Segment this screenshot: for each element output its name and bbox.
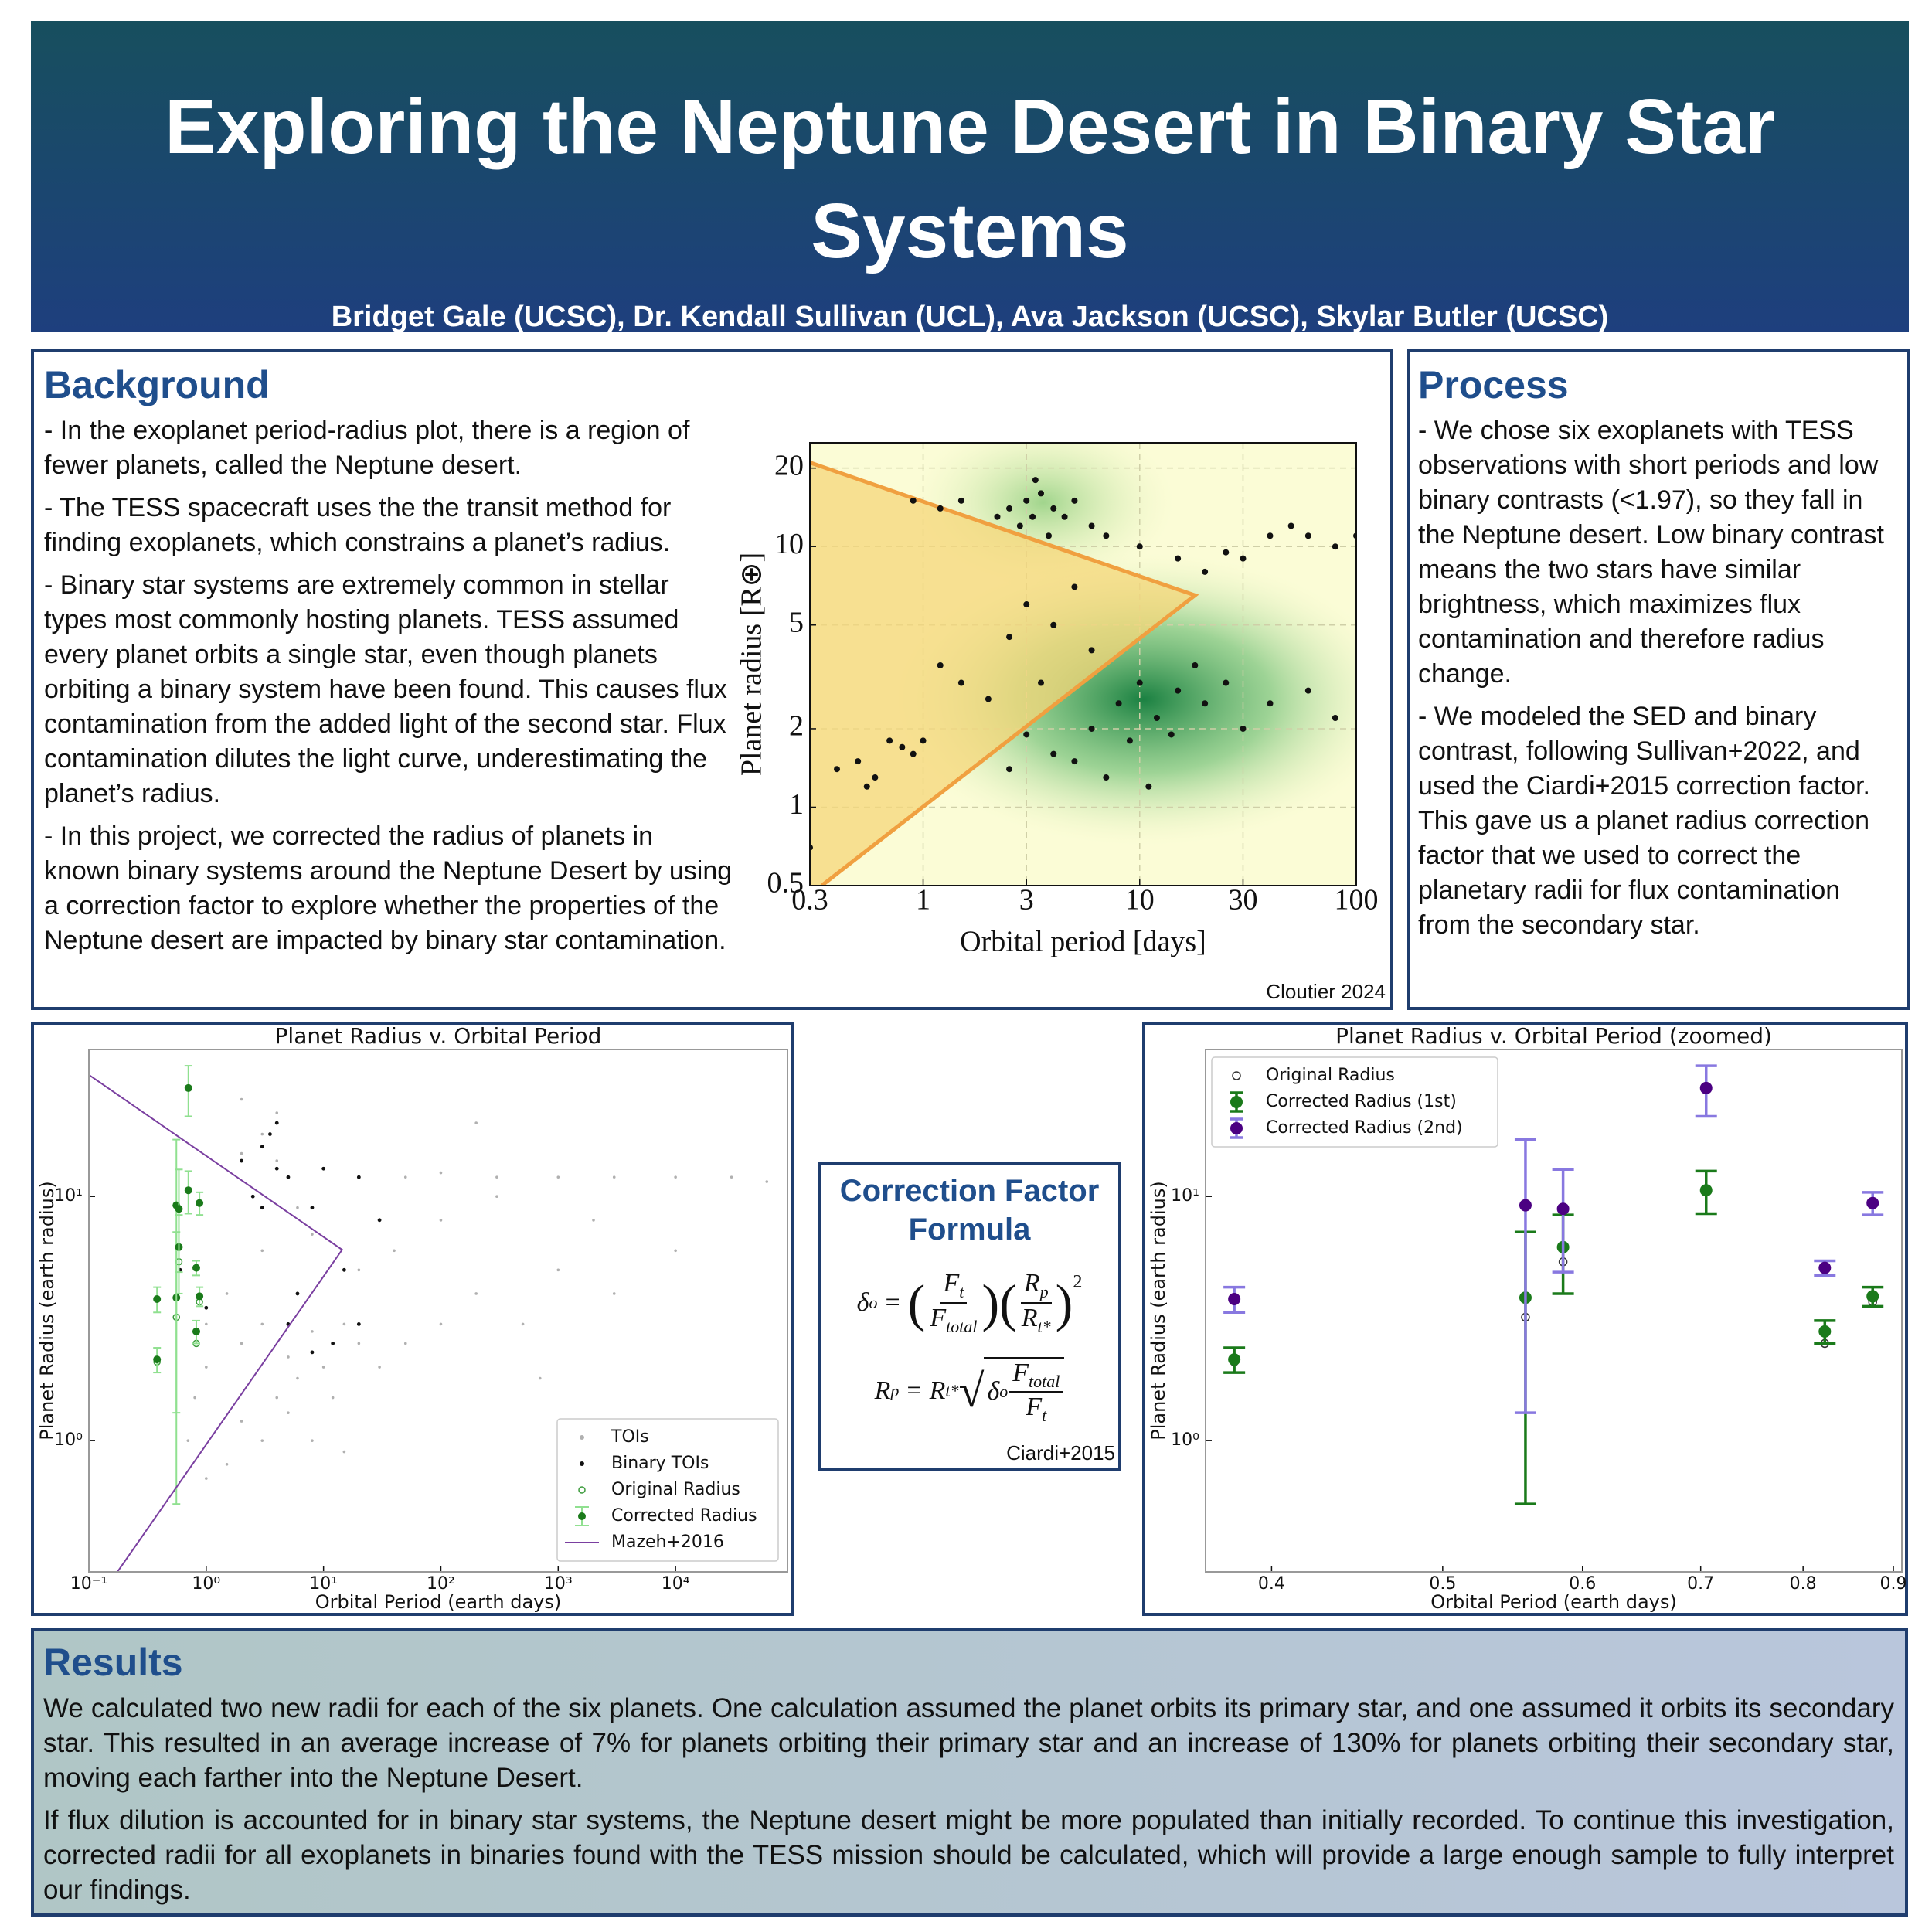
formula-part: total [946,1316,978,1336]
formula-part: Ftotal [1009,1359,1063,1393]
formula-part: F [1026,1393,1043,1422]
chart-panel [1142,1022,1908,1616]
header: Exploring the Neptune Desert in Binary S… [31,21,1909,333]
formula-part: R [1023,1269,1040,1298]
title: Exploring the Neptune Desert in Binary S… [165,83,1775,274]
formula-part: Ftotal [927,1304,980,1337]
formula-part: ) [981,1273,1000,1332]
formula-part: F [1012,1358,1029,1387]
formula-part: = [906,1376,922,1406]
paragraph: If flux dilution is accounted for in bin… [43,1805,1894,1905]
formula-part: p [890,1381,900,1401]
formula-part: Ft [940,1269,968,1304]
formula-part: ( [907,1273,926,1332]
formula-part: Rt* [1019,1304,1054,1337]
section-heading: Background [44,363,270,406]
section-heading: Results [43,1641,183,1684]
formula-part: F [930,1303,947,1332]
formula-part: R [874,1376,891,1406]
formula-part: Ftotal Ft [1009,1359,1063,1427]
formula-part: 2 [1073,1272,1083,1292]
formula-part: Ft [1022,1393,1049,1426]
formula-part: Rp Rt* [1019,1269,1054,1337]
paragraph: - Binary star systems are extremely comm… [44,570,727,808]
process-panel: Process - We chose six exoplanets with T… [1407,349,1910,1010]
process-text: Process - We chose six exoplanets with T… [1418,362,1897,951]
formula-part: R [1021,1303,1038,1332]
formula-part: total [1029,1371,1060,1391]
paragraph: - The TESS spacecraft uses the the trans… [44,493,672,557]
formula-part: t [959,1281,964,1301]
formula-heading: Correction Factor Formula [839,1174,1100,1247]
formula-part: t [1042,1406,1047,1426]
paragraph: - We chose six exoplanets with TESS obse… [1418,416,1884,689]
formula-part: R [929,1376,946,1406]
chart-panel [31,1022,794,1616]
formula-credit: Ciardi+2015 [1006,1441,1115,1464]
background-text: Background - In the exoplanet period-rad… [44,362,736,966]
results-panel: Results We calculated two new radii for … [31,1628,1908,1917]
formula-part: Ft Ftotal [927,1269,980,1337]
formula-part: δ [987,1377,1000,1406]
formula-part: δ [856,1287,869,1317]
authors: Bridget Gale (UCSC), Dr. Kendall Sulliva… [331,301,1609,333]
formula-part: Rp [1020,1269,1052,1304]
paragraph: We calculated two new radii for each of … [43,1693,1894,1793]
paragraph: - In the exoplanet period-radius plot, t… [44,416,690,480]
figure-credit: Cloutier 2024 [1266,980,1386,1003]
section-heading: Process [1418,363,1569,406]
formula-part: √ [958,1366,985,1417]
formula-part: ) [1055,1273,1073,1332]
paragraph: - In this project, we corrected the radi… [44,821,733,955]
formula-part: ( [999,1273,1017,1332]
background-panel: Background - In the exoplanet period-rad… [31,349,1393,1010]
formula-part: o [999,1382,1009,1402]
formula-part: t* [945,1381,959,1401]
paragraph: - We modeled the SED and binary contrast… [1418,702,1870,940]
formula-part: = [885,1287,900,1317]
formula-part: t* [1037,1316,1051,1336]
formula-part: p [1039,1281,1049,1301]
results-text: Results We calculated two new radii for … [43,1640,1894,1915]
formula-part: o [869,1292,878,1312]
formula-part: F [943,1269,960,1298]
